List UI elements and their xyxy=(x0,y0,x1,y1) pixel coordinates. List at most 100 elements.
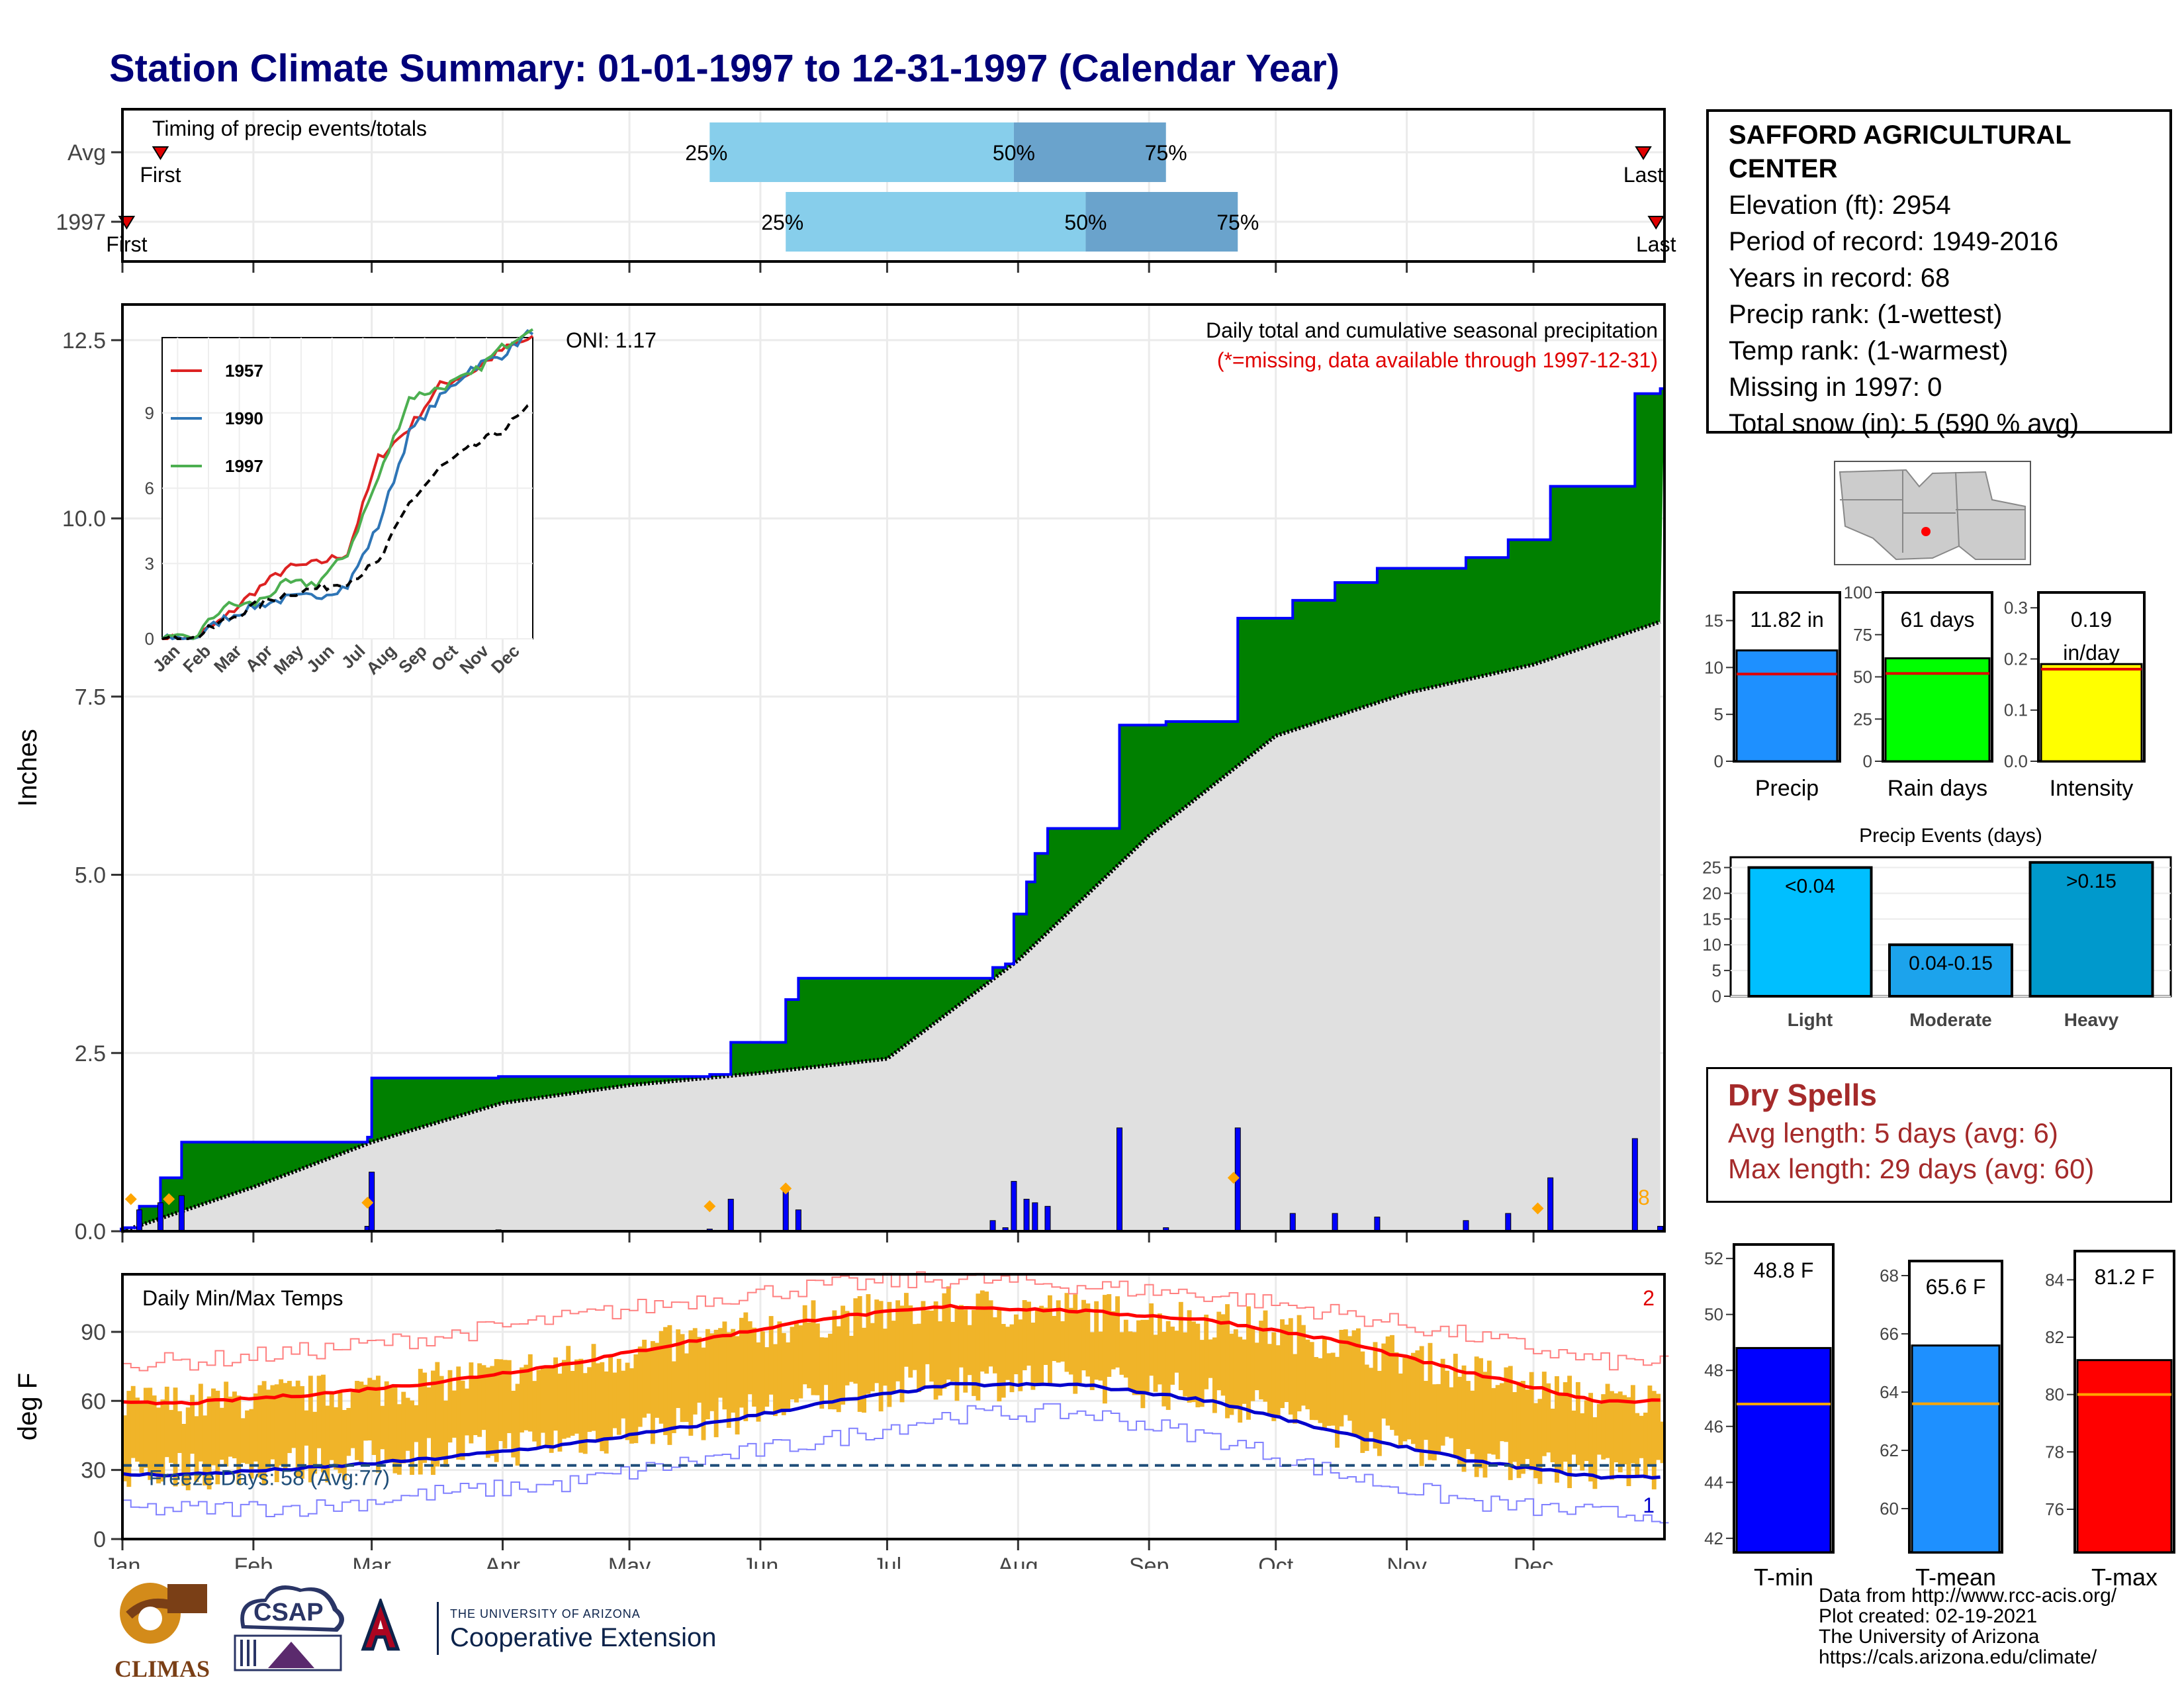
temp-daily-bar xyxy=(917,1323,921,1392)
temp-daily-bar xyxy=(1369,1368,1374,1432)
temp-daily-bar xyxy=(300,1385,304,1479)
precip-frame xyxy=(121,303,1666,1233)
temp-daily-bar xyxy=(731,1329,736,1413)
temp-daily-bar xyxy=(371,1380,377,1455)
temp-daily-bar xyxy=(883,1329,887,1386)
tbar-category-label: T-mean xyxy=(1915,1564,1996,1589)
mini-category-label: Rain days xyxy=(1888,776,1987,801)
footer-university: The University of Arizona xyxy=(1819,1626,2040,1648)
temp-ytick-label: 90 xyxy=(81,1320,106,1345)
dry-spells-title: Dry Spells xyxy=(1728,1078,1877,1112)
temp-daily-bar xyxy=(1529,1372,1534,1471)
temp-daily-bar xyxy=(469,1362,474,1444)
temp-daily-bar xyxy=(570,1370,575,1436)
tbar-category-label: T-min xyxy=(1754,1564,1813,1589)
footer-notes: Data from http://www.rcc-acis.org/ Plot … xyxy=(1819,1585,2116,1667)
temp-daily-bar xyxy=(274,1384,279,1483)
temp-month-label: May xyxy=(608,1554,651,1569)
temp-daily-bar xyxy=(958,1305,964,1368)
temp-daily-bar xyxy=(1402,1358,1408,1442)
temp-daily-bar xyxy=(1486,1360,1492,1454)
temp-daily-bar xyxy=(532,1381,537,1442)
temp-daily-bar xyxy=(1039,1305,1044,1385)
mini-ytick-label: 75 xyxy=(1853,625,1872,645)
temp-daily-bar xyxy=(1635,1413,1640,1478)
timing-first-label: First xyxy=(106,232,147,256)
temp-daily-bar xyxy=(240,1418,246,1463)
temp-daily-bar xyxy=(1119,1332,1124,1375)
temp-daily-bar xyxy=(1626,1397,1631,1487)
temp-daily-bar xyxy=(1144,1319,1150,1392)
temp-daily-bar xyxy=(1220,1314,1226,1396)
temp-daily-bar xyxy=(410,1400,414,1476)
timing-last-label: Last xyxy=(1636,232,1676,256)
temp-daily-bar xyxy=(1567,1376,1572,1489)
temp-daily-bar xyxy=(819,1337,825,1409)
temp-daily-bar xyxy=(1165,1321,1171,1410)
dry-spells-box: Dry Spells Avg length: 5 days (avg: 6) M… xyxy=(1706,1067,2172,1203)
temp-daily-bar xyxy=(972,1309,976,1396)
temp-daily-bar xyxy=(177,1411,182,1453)
temp-daily-bar xyxy=(1314,1357,1319,1421)
temp-daily-bar xyxy=(219,1407,224,1460)
temp-daily-bar xyxy=(946,1286,951,1380)
temp-daily-bar xyxy=(1326,1353,1332,1427)
temp-daily-bar xyxy=(1614,1393,1619,1463)
temp-daily-bar xyxy=(1208,1339,1213,1378)
temp-daily-bar xyxy=(1410,1352,1416,1444)
temp-daily-bar xyxy=(465,1388,469,1436)
tbar-value-label: 48.8 F xyxy=(1754,1258,1814,1282)
temp-daily-bar xyxy=(963,1309,968,1393)
temp-daily-bar xyxy=(1656,1393,1661,1460)
mini-bar-intensity xyxy=(2040,663,2143,763)
precip-ytick-label: 5.0 xyxy=(75,863,106,888)
temp-daily-bar xyxy=(578,1358,584,1453)
temp-daily-bar xyxy=(355,1380,359,1460)
temp-daily-bar xyxy=(185,1407,191,1491)
temp-daily-bar xyxy=(502,1360,508,1449)
temp-daily-bar xyxy=(520,1367,524,1433)
temp-daily-bar xyxy=(295,1380,300,1477)
precip-heavy-marker xyxy=(1227,1172,1240,1184)
temp-daily-bar xyxy=(815,1323,820,1395)
tbar-t-min xyxy=(1735,1346,1832,1554)
temp-daily-bar xyxy=(287,1381,292,1454)
temp-daily-bar xyxy=(1128,1331,1133,1390)
temp-daily-bar xyxy=(481,1365,486,1430)
temp-daily-bar xyxy=(688,1330,694,1436)
temp-daily-bar xyxy=(1183,1332,1188,1397)
temp-record-max-line xyxy=(122,1271,1669,1372)
events-ytick-label: 0 xyxy=(1712,986,1721,1006)
dry-avg-length: Avg length: 5 days (avg: 6) xyxy=(1728,1117,2058,1149)
precip-daily-bar xyxy=(136,1209,143,1232)
temp-daily-bar xyxy=(1191,1321,1196,1403)
precip-daily-bar xyxy=(1547,1177,1554,1232)
temp-daily-bar xyxy=(1364,1364,1369,1451)
timing-first-marker xyxy=(152,146,169,160)
temp-daily-bar xyxy=(908,1305,913,1378)
temp-daily-bar xyxy=(557,1374,563,1452)
events-category-label: Heavy xyxy=(2064,1009,2119,1030)
mini-ytick-label: 50 xyxy=(1853,667,1872,687)
temp-daily-bar xyxy=(921,1301,926,1389)
tbar-ytick-label: 76 xyxy=(2045,1499,2064,1519)
temp-daily-bar xyxy=(1398,1373,1403,1448)
temp-daily-bar xyxy=(1440,1358,1445,1446)
temp-daily-bar xyxy=(447,1370,453,1443)
temp-daily-bar xyxy=(1630,1385,1635,1464)
temp-daily-bar xyxy=(1465,1381,1471,1450)
temp-daily-bar xyxy=(1541,1372,1547,1456)
temp-daily-bar xyxy=(498,1359,504,1441)
mini-value-label: 11.82 in xyxy=(1750,608,1824,632)
temp-daily-bar xyxy=(950,1321,956,1382)
temp-daily-bar xyxy=(773,1344,778,1417)
temp-daily-bar xyxy=(1601,1394,1606,1460)
temp-daily-bar xyxy=(874,1299,880,1383)
temp-daily-bar xyxy=(1216,1311,1222,1391)
temp-daily-bar xyxy=(523,1364,529,1430)
temp-daily-bar xyxy=(828,1333,833,1409)
events-ytick-label: 15 xyxy=(1702,909,1721,929)
tbar-ytick-label: 68 xyxy=(1880,1266,1899,1286)
temp-daily-bar xyxy=(726,1332,731,1428)
mini-ytick-label: 0.0 xyxy=(2004,751,2028,771)
